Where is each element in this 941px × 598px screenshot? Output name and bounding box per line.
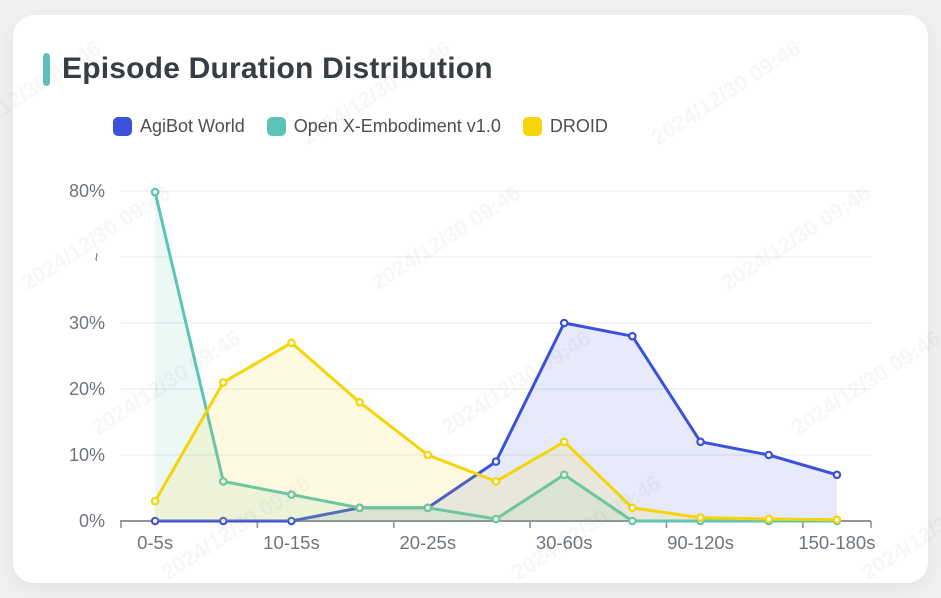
legend-swatch-droid bbox=[522, 117, 542, 136]
title-accent-bar bbox=[43, 52, 50, 86]
legend-label: Open X-Embodiment v1.0 bbox=[293, 116, 501, 136]
chart-legend: AgiBot World Open X-Embodiment v1.0 DROI… bbox=[113, 116, 608, 137]
page-title: Episode Duration Distribution bbox=[62, 52, 493, 85]
legend-item-droid[interactable]: DROID bbox=[522, 116, 608, 137]
legend-label: DROID bbox=[549, 116, 608, 136]
legend-item-agibot-world[interactable]: AgiBot World bbox=[113, 116, 245, 137]
legend-item-open-x-embodiment[interactable]: Open X-Embodiment v1.0 bbox=[266, 116, 501, 137]
legend-label: AgiBot World bbox=[140, 116, 245, 136]
chart-card: Episode Duration Distribution AgiBot Wor… bbox=[13, 15, 928, 583]
legend-swatch-open-x-embodiment bbox=[266, 117, 286, 136]
title-row: Episode Duration Distribution bbox=[43, 52, 493, 86]
legend-swatch-agibot-world bbox=[113, 117, 132, 136]
